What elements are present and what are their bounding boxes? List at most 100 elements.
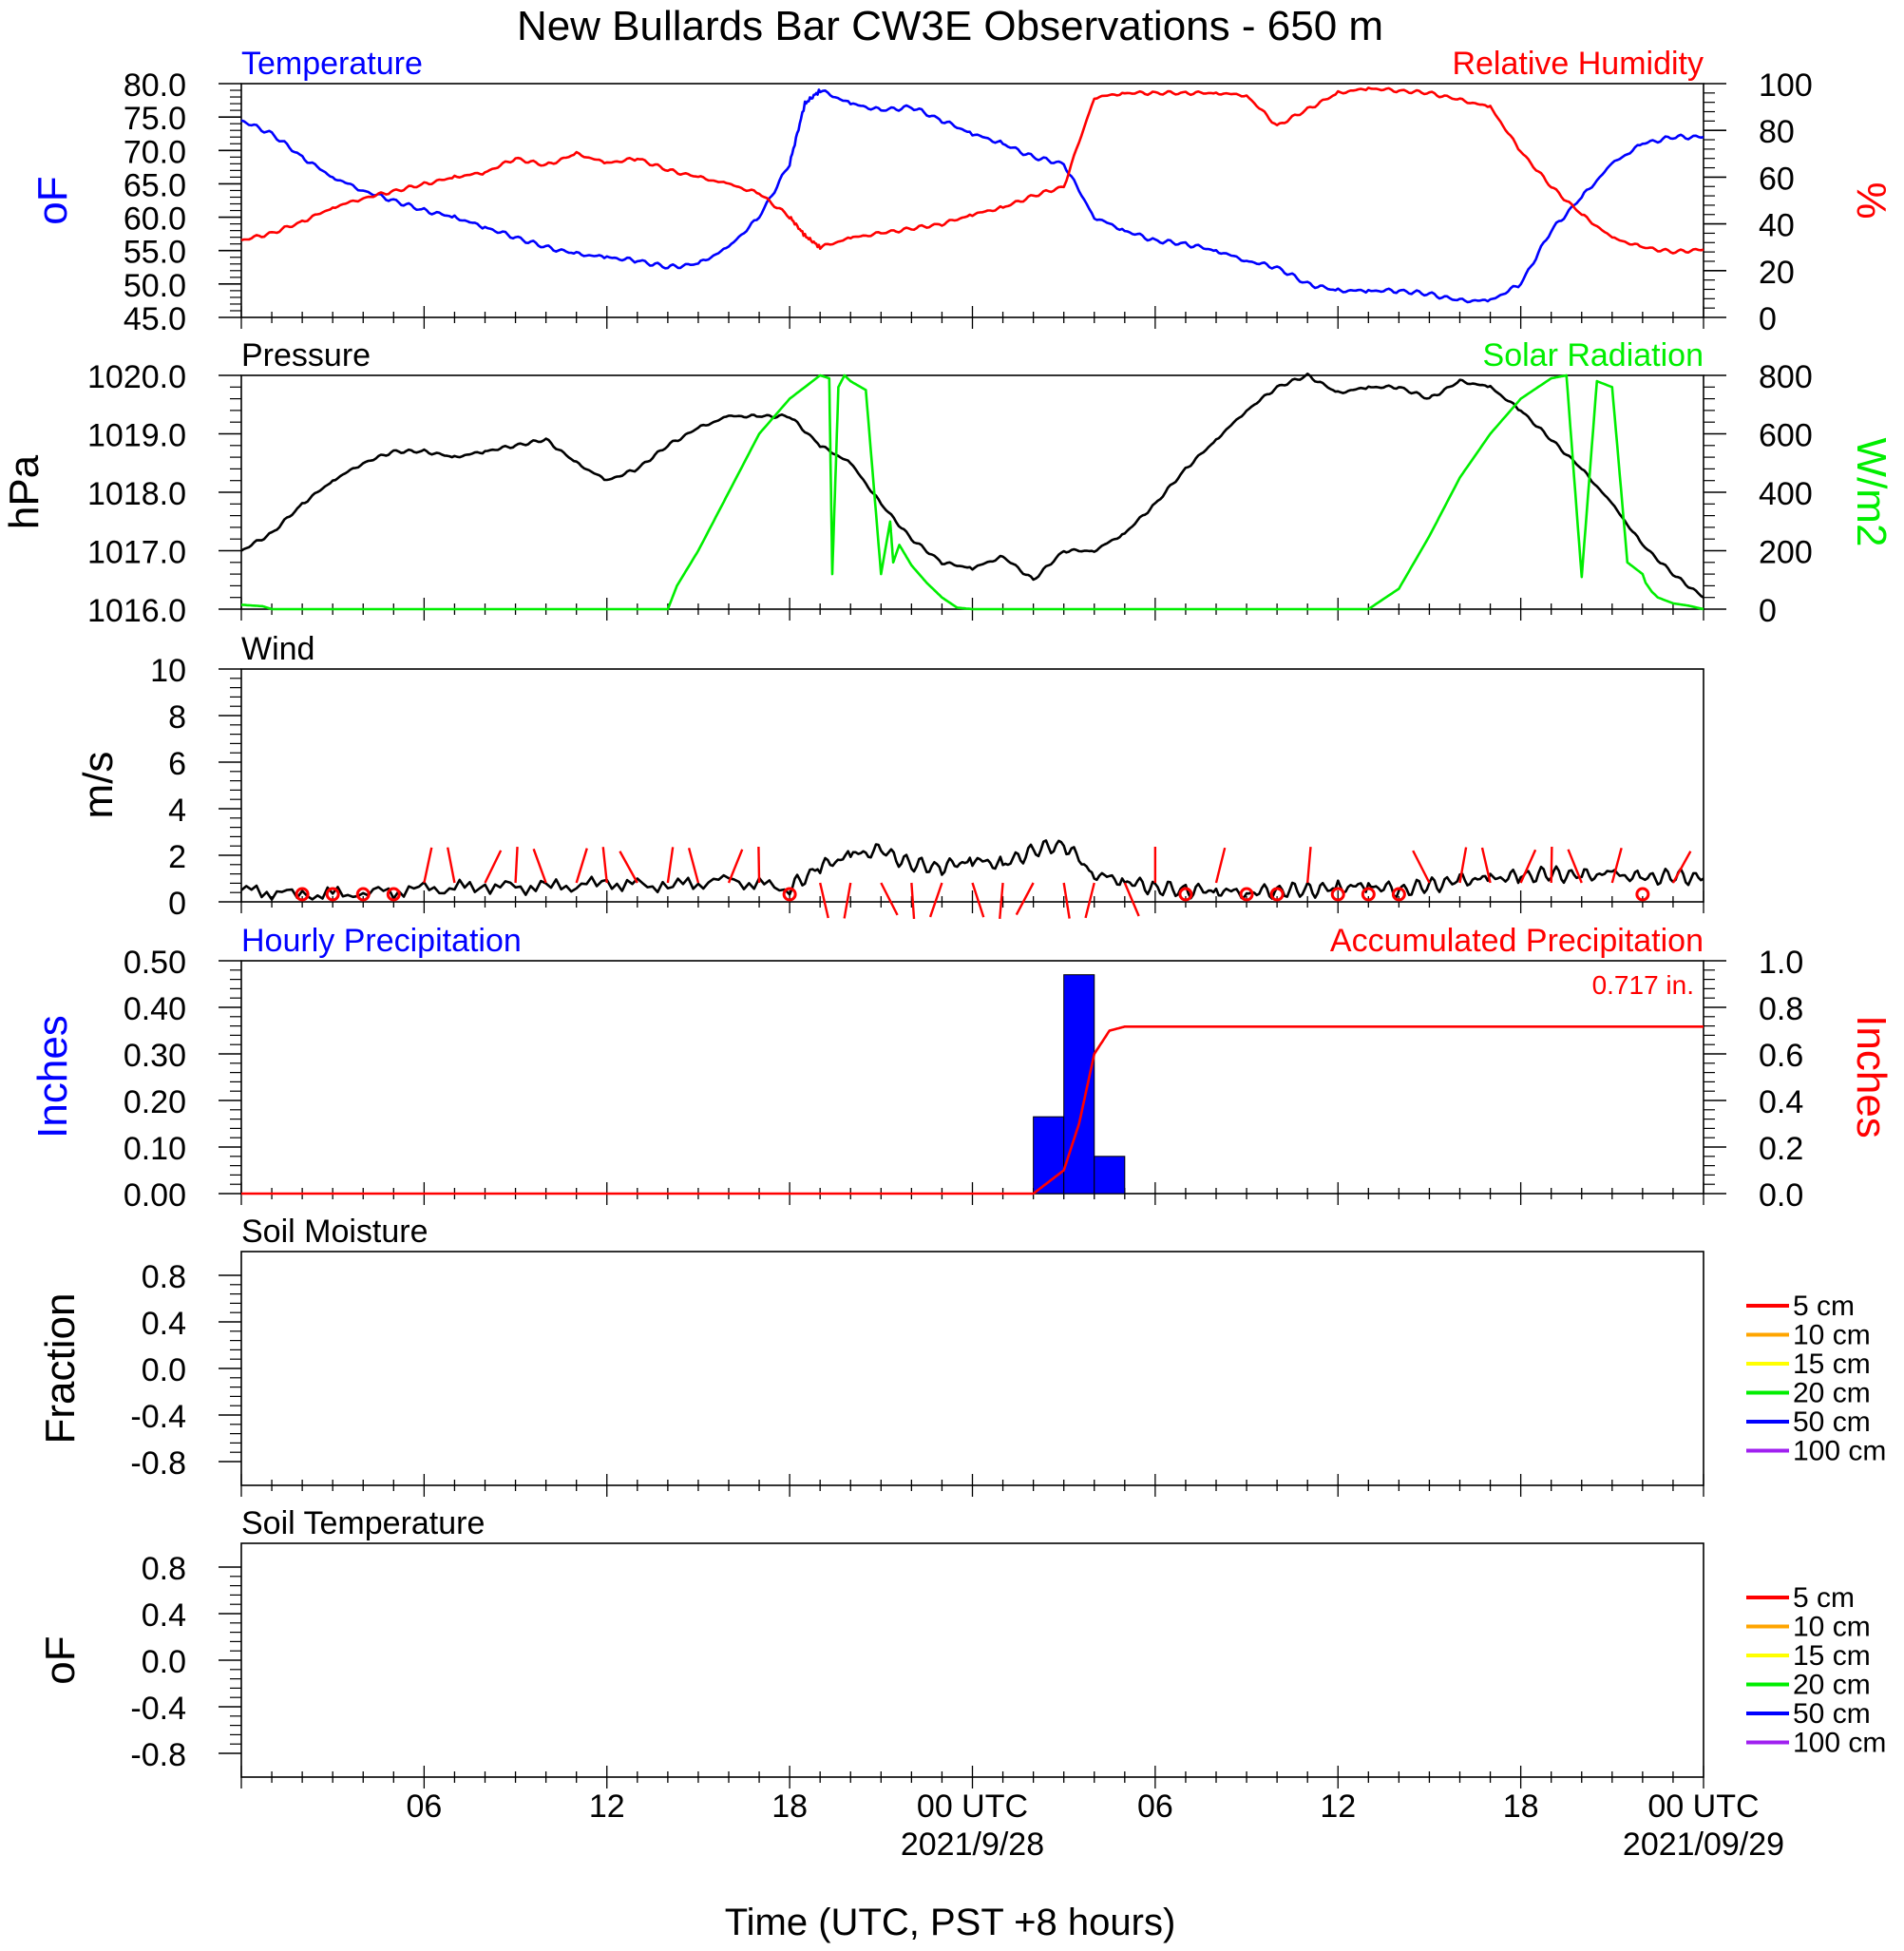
wind-barb bbox=[928, 882, 943, 918]
x-tick-label: 00 UTC bbox=[917, 1788, 1028, 1825]
wind-calm-circle bbox=[325, 887, 340, 902]
temp-rh-frame bbox=[240, 83, 1704, 318]
precip-axis-label: Inches bbox=[29, 1015, 76, 1138]
soil-temp-legend-label: 15 cm bbox=[1793, 1640, 1871, 1672]
wind-barb bbox=[514, 846, 519, 884]
temperature-axis-label: oF bbox=[29, 176, 76, 224]
wind-axis-label: m/s bbox=[75, 752, 122, 819]
temp-y-tick-label: 70.0 bbox=[124, 134, 186, 170]
wind-calm-circle bbox=[1361, 887, 1376, 902]
rh-y2-tick-label: 0 bbox=[1759, 301, 1777, 337]
soil-temp-y-tick-label: 0.8 bbox=[142, 1551, 186, 1587]
temperature-title: Temperature bbox=[241, 46, 423, 82]
solar-y2-tick-label: 600 bbox=[1759, 418, 1813, 454]
wind-barb bbox=[575, 848, 588, 884]
wind-calm-circle bbox=[1391, 887, 1406, 902]
wind-barb bbox=[1480, 847, 1492, 884]
soil-temp-legend-label: 100 cm bbox=[1793, 1728, 1886, 1759]
x-tick-label: 06 bbox=[406, 1788, 442, 1825]
wind-y-tick-label: 0 bbox=[168, 886, 186, 922]
wind-barb bbox=[1123, 882, 1140, 917]
accum-precip-line bbox=[241, 1025, 1704, 1195]
precip-bar bbox=[1094, 1156, 1126, 1195]
panels: 80.075.070.065.060.055.050.045.010080604… bbox=[1, 46, 1894, 1788]
wind-barb bbox=[1214, 847, 1227, 884]
wind-y-tick-label: 4 bbox=[168, 793, 186, 829]
wind-calm-circle bbox=[386, 887, 401, 902]
pressure-y-tick-label: 1020.0 bbox=[87, 359, 186, 395]
precip-y-tick-label: 0.50 bbox=[124, 945, 186, 981]
rh-y2-tick-label: 80 bbox=[1759, 114, 1795, 150]
accum-axis-label: Inches bbox=[1848, 1015, 1894, 1138]
x-tick-label: 12 bbox=[1320, 1788, 1356, 1825]
wind-barb bbox=[727, 849, 744, 884]
wind-barb bbox=[1458, 847, 1468, 884]
rh-y2-tick-label: 60 bbox=[1759, 161, 1795, 197]
wind-barb bbox=[484, 850, 503, 884]
soil-temp-frame bbox=[240, 1542, 1704, 1778]
accum-y2-tick-label: 0.4 bbox=[1759, 1084, 1803, 1120]
rh-y2-tick-label: 100 bbox=[1759, 67, 1813, 104]
wind-calm-circle bbox=[1269, 887, 1285, 902]
wind-barb bbox=[1567, 849, 1583, 884]
precip-y-tick-label: 0.00 bbox=[124, 1177, 186, 1214]
soil-temp-y-tick-label: -0.8 bbox=[130, 1737, 186, 1773]
wind-y-tick-label: 8 bbox=[168, 699, 186, 736]
wind-barb bbox=[843, 882, 852, 919]
wind-calm-circle bbox=[295, 887, 310, 902]
temp-y-tick-label: 75.0 bbox=[124, 101, 186, 137]
soil-moisture-legend-label: 10 cm bbox=[1793, 1320, 1871, 1351]
x-tick-label: 18 bbox=[771, 1788, 808, 1825]
accum-y2-tick-label: 0.0 bbox=[1759, 1177, 1803, 1214]
rh-y2-tick-label: 40 bbox=[1759, 208, 1795, 244]
pressure-line bbox=[240, 372, 1704, 599]
solar-y2-tick-label: 0 bbox=[1759, 593, 1777, 629]
soil-moisture-legend-label: 100 cm bbox=[1793, 1436, 1886, 1467]
pressure-y-tick-label: 1019.0 bbox=[87, 418, 186, 454]
wind-barb bbox=[1519, 849, 1537, 884]
precip-y-tick-label: 0.40 bbox=[124, 991, 186, 1027]
wind-barb bbox=[601, 847, 608, 884]
wind-speed-line bbox=[240, 839, 1704, 901]
wind-barb bbox=[666, 847, 675, 884]
soil-moisture-y-tick-label: -0.8 bbox=[130, 1445, 186, 1482]
precip-y-tick-label: 0.10 bbox=[124, 1131, 186, 1167]
x-tick-label: 12 bbox=[589, 1788, 625, 1825]
solar-y2-tick-label: 800 bbox=[1759, 359, 1813, 395]
soil-temp-legend-label: 20 cm bbox=[1793, 1670, 1871, 1701]
soil-moisture-y-tick-label: 0.0 bbox=[142, 1352, 186, 1388]
temp-y-tick-label: 45.0 bbox=[124, 301, 186, 337]
wind-calm-circle bbox=[1239, 887, 1254, 902]
pressure-axis-label: hPa bbox=[1, 454, 48, 529]
precip-frame bbox=[240, 960, 1704, 1195]
wind-y-tick-label: 2 bbox=[168, 839, 186, 875]
wind-barb bbox=[532, 848, 547, 884]
wind-calm-circle bbox=[355, 887, 371, 902]
wind-calm-circle bbox=[1330, 887, 1345, 902]
soil-moisture-title: Soil Moisture bbox=[241, 1214, 428, 1250]
x-date-label: 2021/09/29 bbox=[1623, 1827, 1784, 1863]
soil-moisture-frame bbox=[240, 1251, 1704, 1486]
soil-temp-title: Soil Temperature bbox=[241, 1505, 485, 1541]
wind-calm-circle bbox=[1178, 887, 1193, 902]
temp-y-tick-label: 65.0 bbox=[124, 167, 186, 203]
humidity-title: Relative Humidity bbox=[1452, 46, 1704, 82]
wind-barb bbox=[447, 847, 456, 884]
precip-y-tick-label: 0.20 bbox=[124, 1084, 186, 1120]
wind-barb bbox=[1015, 882, 1035, 916]
solar-title: Solar Radiation bbox=[1483, 337, 1704, 373]
soil-moisture-y-tick-label: -0.4 bbox=[130, 1399, 186, 1435]
pressure-title: Pressure bbox=[241, 337, 371, 373]
soil-moisture-legend-label: 5 cm bbox=[1793, 1291, 1855, 1322]
solar-y2-tick-label: 400 bbox=[1759, 476, 1813, 512]
wind-barb bbox=[880, 882, 899, 916]
wind-barb bbox=[423, 847, 433, 884]
wind-barb bbox=[910, 882, 916, 919]
accum-precip-title: Accumulated Precipitation bbox=[1330, 923, 1704, 959]
chart-title: New Bullards Bar CW3E Observations - 650… bbox=[517, 3, 1383, 49]
soil-moisture-y-tick-label: 0.4 bbox=[142, 1306, 186, 1342]
solar-axis-label: W/m2 bbox=[1848, 438, 1894, 547]
pressure-solar-frame bbox=[240, 374, 1704, 610]
x-date-label: 2021/9/28 bbox=[901, 1827, 1044, 1863]
